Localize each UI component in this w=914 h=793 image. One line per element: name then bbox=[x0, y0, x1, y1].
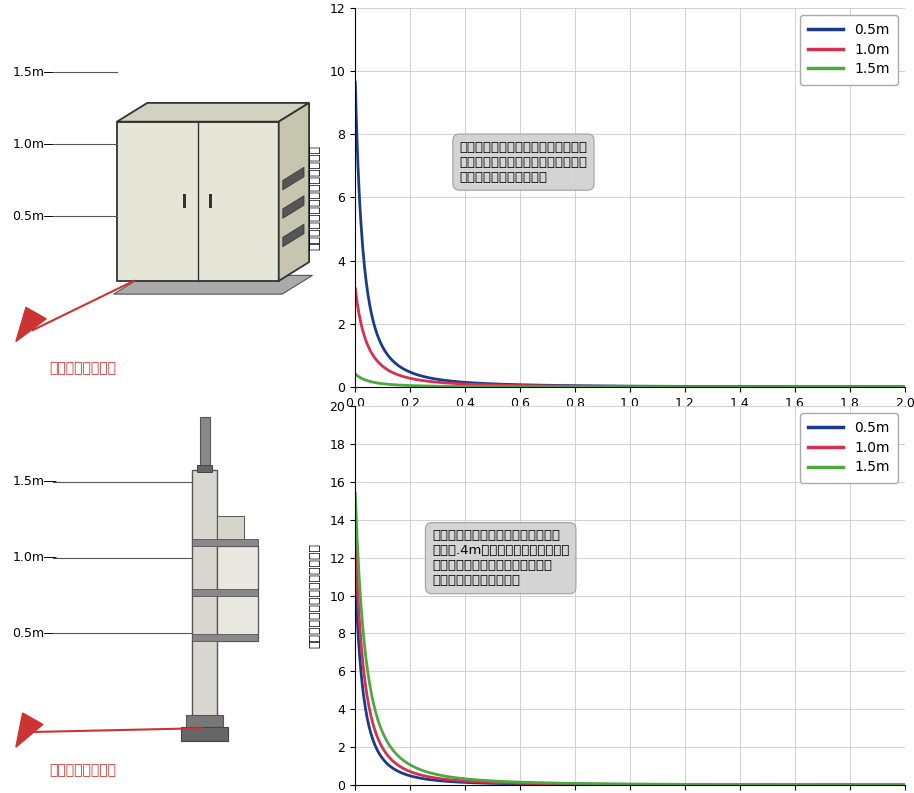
Line: 1.0m: 1.0m bbox=[356, 289, 905, 387]
1.0m bbox=[447, 776, 458, 785]
0.5m bbox=[717, 381, 728, 391]
Bar bbox=[199, 417, 209, 470]
1.5m bbox=[599, 382, 610, 392]
1.0m bbox=[717, 780, 728, 790]
Bar bbox=[192, 539, 258, 546]
Legend: 0.5m, 1.0m, 1.5m: 0.5m, 1.0m, 1.5m bbox=[800, 15, 898, 85]
0.5m bbox=[491, 779, 502, 788]
1.5m bbox=[350, 370, 361, 379]
0.5m bbox=[447, 377, 458, 386]
0.5m bbox=[674, 780, 685, 790]
Polygon shape bbox=[282, 196, 304, 218]
0.5m bbox=[491, 379, 502, 389]
Polygon shape bbox=[16, 713, 43, 747]
Bar bbox=[183, 194, 186, 208]
1.0m bbox=[674, 780, 685, 789]
1.0m bbox=[447, 378, 458, 388]
Line: 1.5m: 1.5m bbox=[356, 493, 905, 785]
X-axis label: 発生源からの距離（m）: 発生源からの距離（m） bbox=[581, 418, 678, 432]
1.5m bbox=[674, 382, 685, 392]
1.5m bbox=[447, 381, 458, 391]
0.5m bbox=[447, 777, 458, 787]
Text: 1.5m―: 1.5m― bbox=[13, 475, 57, 488]
1.0m bbox=[763, 382, 774, 392]
1.5m bbox=[899, 780, 910, 790]
0.5m bbox=[350, 570, 361, 580]
Line: 1.0m: 1.0m bbox=[356, 537, 905, 785]
0.5m bbox=[717, 780, 728, 790]
Text: 発生源からの距離: 発生源からの距離 bbox=[49, 361, 117, 375]
Legend: 0.5m, 1.0m, 1.5m: 0.5m, 1.0m, 1.5m bbox=[800, 413, 898, 483]
1.0m bbox=[491, 778, 502, 787]
Text: 発生源からの距離: 発生源からの距離 bbox=[49, 763, 117, 777]
1.5m bbox=[447, 772, 458, 782]
Polygon shape bbox=[117, 103, 309, 121]
Bar bbox=[197, 465, 212, 473]
1.5m bbox=[350, 488, 361, 498]
1.5m bbox=[599, 779, 610, 788]
1.5m bbox=[491, 382, 502, 392]
Polygon shape bbox=[16, 308, 47, 342]
1.5m bbox=[717, 382, 728, 392]
Polygon shape bbox=[113, 275, 313, 294]
1.5m bbox=[763, 382, 774, 392]
Y-axis label: 磁界レベル（マイクロテスラ）: 磁界レベル（マイクロテスラ） bbox=[308, 145, 321, 250]
1.0m bbox=[491, 381, 502, 390]
0.5m bbox=[899, 382, 910, 392]
1.0m bbox=[599, 780, 610, 789]
Text: この例では、ケーブル立ち上がり部
から０.4m以上離れれば、いずれの
高さでも２マイクロテスラ以下に
なることがわかります。: この例では、ケーブル立ち上がり部 から０.4m以上離れれば、いずれの 高さでも２… bbox=[432, 529, 569, 587]
Line: 1.5m: 1.5m bbox=[356, 374, 905, 387]
1.0m bbox=[599, 381, 610, 391]
0.5m bbox=[763, 780, 774, 790]
Bar bbox=[192, 588, 258, 596]
0.5m bbox=[599, 780, 610, 789]
Bar bbox=[218, 546, 258, 641]
1.5m bbox=[491, 776, 502, 786]
Bar bbox=[186, 715, 223, 728]
1.0m bbox=[899, 382, 910, 392]
1.0m bbox=[717, 382, 728, 392]
Polygon shape bbox=[282, 224, 304, 247]
Text: 1.5m―: 1.5m― bbox=[13, 66, 57, 79]
Bar bbox=[181, 727, 228, 741]
0.5m bbox=[350, 78, 361, 87]
Bar bbox=[209, 194, 212, 208]
Text: 0.5m―: 0.5m― bbox=[13, 627, 58, 640]
Text: 1.0m―: 1.0m― bbox=[13, 138, 57, 151]
Text: 1.0m―: 1.0m― bbox=[13, 551, 57, 564]
1.0m bbox=[763, 780, 774, 790]
1.0m bbox=[674, 381, 685, 391]
0.5m bbox=[674, 381, 685, 391]
0.5m bbox=[763, 382, 774, 392]
0.5m bbox=[899, 780, 910, 790]
Text: この例では、路上変圧器の近くでは
高さによって磁界の強さが大きく変
わることがわかります。: この例では、路上変圧器の近くでは 高さによって磁界の強さが大きく変 わることがわ… bbox=[460, 140, 588, 184]
1.5m bbox=[674, 780, 685, 789]
Line: 0.5m: 0.5m bbox=[356, 575, 905, 785]
1.0m bbox=[350, 532, 361, 542]
Bar bbox=[192, 470, 218, 717]
Line: 0.5m: 0.5m bbox=[356, 82, 905, 387]
Bar bbox=[192, 634, 258, 641]
Text: 0.5m―: 0.5m― bbox=[13, 210, 58, 223]
1.5m bbox=[717, 780, 728, 789]
1.5m bbox=[763, 780, 774, 789]
1.0m bbox=[899, 780, 910, 790]
Polygon shape bbox=[117, 121, 279, 281]
1.5m bbox=[899, 382, 910, 392]
0.5m bbox=[599, 381, 610, 391]
Polygon shape bbox=[279, 103, 309, 281]
Polygon shape bbox=[282, 167, 304, 190]
Y-axis label: 磁界レベル（マイクロテスラ）: 磁界レベル（マイクロテスラ） bbox=[308, 543, 321, 648]
1.0m bbox=[350, 284, 361, 293]
Bar bbox=[218, 516, 244, 542]
